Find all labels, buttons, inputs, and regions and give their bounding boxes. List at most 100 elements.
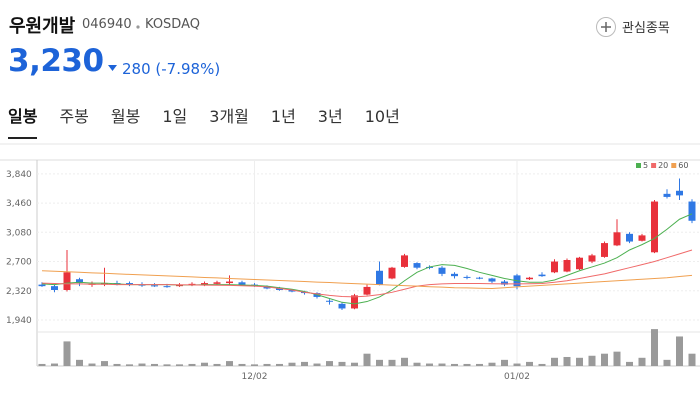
- volume-bar: [101, 361, 108, 366]
- candle-body: [363, 286, 371, 295]
- candle-body: [651, 201, 658, 253]
- candle-body: [251, 284, 258, 287]
- volume-bar: [676, 336, 683, 366]
- down-arrow: [108, 65, 117, 71]
- candle-body: [113, 283, 121, 285]
- candle-body: [413, 263, 421, 268]
- legend-label: 60: [678, 161, 688, 170]
- candle-body: [588, 255, 596, 262]
- period-tab[interactable]: 월봉: [110, 107, 141, 126]
- change-rate: (-7.98%): [155, 60, 221, 78]
- legend-swatch: [636, 163, 641, 168]
- candle-body: [176, 284, 183, 287]
- legend-label: 20: [658, 161, 668, 170]
- volume-bar: [663, 359, 671, 366]
- volume-bar: [438, 363, 446, 366]
- candle-body: [576, 257, 583, 270]
- candle-body: [388, 267, 396, 279]
- legend-label: 5: [643, 161, 648, 170]
- candle-body: [238, 282, 246, 285]
- x-tick-label: 12/02: [242, 372, 268, 382]
- candle-body: [463, 276, 471, 278]
- candle-body: [201, 283, 208, 286]
- candle-body: [638, 235, 646, 241]
- candle-body: [451, 273, 458, 277]
- volume-bar: [126, 364, 133, 366]
- volume-bar: [476, 363, 483, 366]
- volume-bar: [188, 363, 196, 366]
- volume-bar: [651, 329, 658, 366]
- period-tab[interactable]: 3년: [317, 107, 343, 126]
- candle-body: [301, 291, 308, 294]
- volume-bar: [301, 361, 308, 366]
- volume-bar: [63, 341, 71, 366]
- volume-bar: [376, 359, 383, 366]
- candle-body: [426, 266, 433, 268]
- volume-bar: [226, 361, 233, 366]
- period-tab[interactable]: 10년: [364, 107, 400, 126]
- volume-bar: [413, 362, 421, 366]
- volume-bar: [213, 363, 221, 366]
- candle-body: [288, 290, 296, 292]
- period-tab[interactable]: 1년: [270, 107, 296, 126]
- change: 280 (-7.98%): [122, 60, 220, 78]
- candle-body: [163, 286, 171, 288]
- candle-body: [338, 303, 346, 309]
- volume-bar: [338, 361, 346, 366]
- y-tick-label: 2,700: [6, 258, 32, 268]
- volume-bar: [451, 363, 458, 366]
- candle-body: [351, 295, 358, 309]
- y-tick-label: 3,460: [6, 199, 32, 209]
- candle-body: [551, 261, 558, 273]
- volume-bar: [501, 359, 508, 366]
- y-tick-label: 2,320: [6, 287, 32, 297]
- volume-bar: [88, 363, 96, 366]
- volume-bar: [601, 353, 608, 366]
- volume-bar: [51, 363, 58, 366]
- volume-bar: [326, 361, 333, 366]
- volume-bar: [238, 363, 246, 366]
- period-tab[interactable]: 일봉: [8, 103, 38, 139]
- volume-bar: [638, 357, 646, 366]
- volume-bar: [688, 353, 696, 366]
- volume-bar: [488, 362, 496, 366]
- separator-dot: [136, 25, 140, 29]
- watch-icon[interactable]: [595, 16, 617, 38]
- candle-body: [263, 286, 271, 289]
- candle-body: [88, 283, 96, 285]
- candle-body: [601, 243, 608, 257]
- candle-body: [676, 190, 683, 196]
- stock-code: 046940: [82, 17, 132, 32]
- volume-bar: [463, 363, 471, 366]
- change-amount: 280: [122, 60, 151, 78]
- candle-body: [276, 288, 283, 290]
- market: KOSDAQ: [145, 17, 200, 32]
- candle-body: [613, 232, 621, 246]
- candle-body: [663, 193, 671, 197]
- volume-bar: [263, 363, 271, 366]
- candle-body: [63, 272, 71, 290]
- volume-bar: [588, 355, 596, 366]
- period-tab[interactable]: 주봉: [59, 107, 89, 126]
- candle-body: [51, 286, 58, 290]
- period-tab[interactable]: 1일: [162, 107, 188, 126]
- volume-bar: [288, 362, 296, 366]
- candle-body: [476, 277, 483, 279]
- volume-bar: [388, 359, 396, 366]
- volume-bar: [276, 363, 283, 366]
- volume-bar: [176, 364, 183, 366]
- watch-button[interactable]: 관심종목: [622, 21, 670, 36]
- volume-bar: [251, 364, 258, 366]
- candle-body: [38, 284, 46, 287]
- volume-bar: [76, 359, 83, 366]
- candle-body: [376, 270, 383, 285]
- candle-body: [538, 274, 546, 277]
- period-tab[interactable]: 3개월: [209, 107, 249, 126]
- moving-average-line: [41, 270, 693, 289]
- candle-body: [401, 255, 408, 267]
- volume-bar: [38, 363, 46, 366]
- candle-body: [213, 282, 221, 284]
- candle-body: [226, 281, 233, 284]
- y-tick-label: 1,940: [6, 316, 32, 326]
